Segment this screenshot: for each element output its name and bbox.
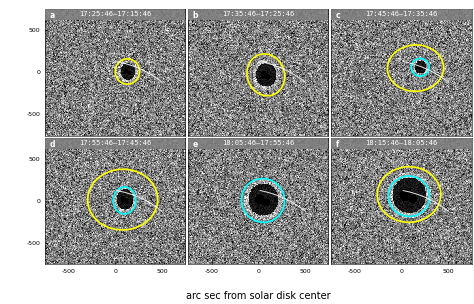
Text: e: e xyxy=(192,140,198,149)
Text: c: c xyxy=(336,11,340,20)
Text: 17:35:46–17:25:46: 17:35:46–17:25:46 xyxy=(222,11,294,17)
Text: 17:25:46–17:15:46: 17:25:46–17:15:46 xyxy=(79,11,151,17)
Text: a: a xyxy=(49,11,55,20)
Bar xyxy=(331,138,472,149)
Bar xyxy=(188,138,328,149)
Text: d: d xyxy=(49,140,55,149)
Bar xyxy=(45,138,185,149)
Text: f: f xyxy=(336,140,339,149)
Text: 17:45:46–17:35:46: 17:45:46–17:35:46 xyxy=(365,11,438,17)
Bar xyxy=(45,9,185,20)
Text: 18:05:46–17:55:46: 18:05:46–17:55:46 xyxy=(222,140,294,146)
Bar xyxy=(188,9,328,20)
Text: 17:55:46–17:45:46: 17:55:46–17:45:46 xyxy=(79,140,151,146)
Text: arc sec from solar disk center: arc sec from solar disk center xyxy=(186,291,331,301)
Text: b: b xyxy=(192,11,198,20)
Text: 18:15:46–18:05:46: 18:15:46–18:05:46 xyxy=(365,140,438,146)
Bar xyxy=(331,9,472,20)
